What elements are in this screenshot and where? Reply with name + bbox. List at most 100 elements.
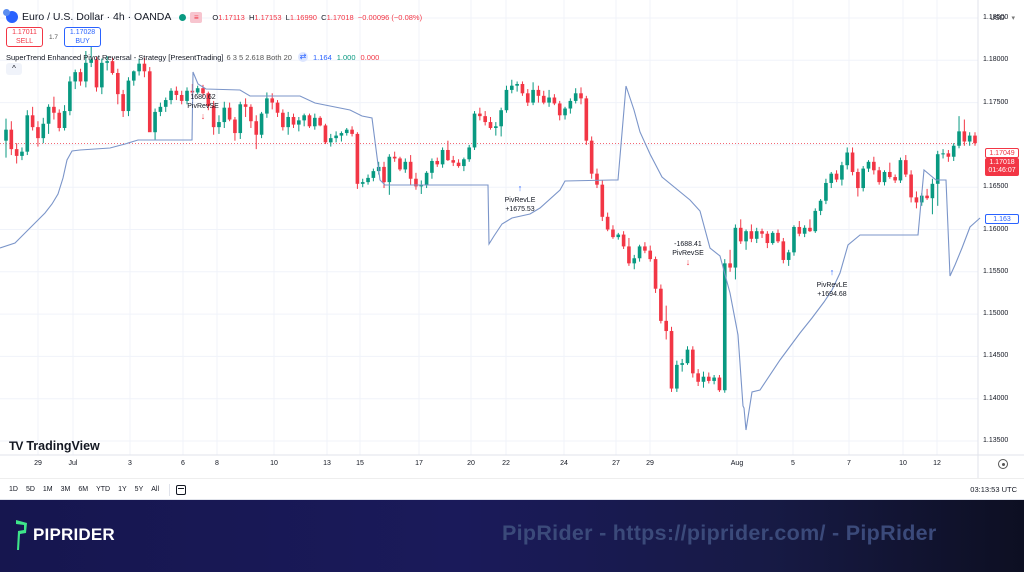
range-buttons: 1D 5D 1M 3M 6M YTD 1Y 5Y All — [9, 486, 167, 493]
range-button-6m[interactable]: 6M — [78, 486, 89, 493]
range-button-1m[interactable]: 1M — [42, 486, 53, 493]
candle — [494, 122, 498, 136]
collapse-legend-button[interactable]: ^ — [6, 63, 22, 75]
candle — [717, 375, 722, 392]
range-button-5d[interactable]: 5D — [25, 486, 35, 493]
candle — [307, 113, 312, 128]
indicator-legend[interactable]: SuperTrend Enhanced Pivot Reversal - Str… — [6, 52, 379, 62]
candle — [680, 358, 684, 372]
candle — [675, 360, 679, 392]
tradingview-logo[interactable]: TV TradingView — [9, 439, 100, 453]
candle — [52, 96, 56, 120]
candle — [414, 172, 418, 190]
candle — [472, 111, 477, 150]
candle — [302, 113, 306, 127]
candle — [691, 346, 695, 378]
candle — [728, 249, 732, 272]
price-axis-label: 1.16500 — [983, 183, 1009, 191]
candle — [254, 115, 259, 150]
current-price: 1.17018 — [989, 158, 1015, 166]
candle — [451, 155, 456, 167]
candle — [286, 111, 290, 135]
candle — [355, 132, 360, 189]
candle — [265, 92, 269, 118]
candle — [621, 231, 626, 249]
candle — [467, 144, 472, 162]
candle — [323, 123, 328, 145]
high-value: 1.17153 — [254, 12, 282, 22]
candle — [281, 109, 285, 131]
candle — [169, 88, 173, 105]
supertrend-value-label: 1.163 — [985, 214, 1019, 224]
chart-canvas[interactable] — [0, 0, 1024, 500]
candle — [738, 219, 743, 244]
currency-pair-icon — [3, 9, 18, 23]
strategy-report-icon[interactable]: ⇄ — [297, 52, 308, 62]
candle — [440, 147, 445, 168]
candle — [57, 109, 62, 132]
range-button-all[interactable]: All — [151, 486, 160, 493]
candle — [637, 244, 642, 262]
candle — [664, 305, 669, 340]
short-entry-arrow-icon: ↓ — [685, 257, 691, 267]
buy-price: 1.17028 — [69, 29, 96, 36]
candle — [914, 191, 919, 209]
candle — [786, 249, 791, 266]
candle — [589, 136, 594, 179]
sell-button[interactable]: 1.17011 SELL — [6, 27, 43, 47]
candle — [350, 126, 354, 137]
piprider-logo-text: PIPRIDER — [33, 525, 115, 544]
candle — [387, 154, 392, 195]
candle — [30, 106, 35, 131]
time-axis-label: 10 — [270, 460, 278, 467]
candle — [195, 85, 200, 95]
trade-buttons: 1.17011 SELL 1.7 1.17028 BUY — [6, 27, 102, 47]
range-button-3m[interactable]: 3M — [60, 486, 71, 493]
candle — [185, 87, 189, 105]
candle — [456, 159, 461, 168]
candle — [957, 116, 961, 149]
candle — [967, 132, 972, 146]
buy-button[interactable]: 1.17028 BUY — [64, 27, 102, 47]
candle — [206, 91, 211, 111]
ohlc-values: O1.17113 H1.17153 L1.16990 C1.17018 −0.0… — [212, 12, 423, 22]
clock[interactable]: 03:13:53 UTC — [970, 485, 1017, 494]
range-button-5y[interactable]: 5Y — [134, 486, 144, 493]
candle — [483, 111, 487, 126]
candle — [366, 174, 370, 185]
candle — [712, 375, 716, 385]
price-axis-label: 1.14000 — [983, 394, 1009, 402]
tradingview-name: TradingView — [26, 439, 100, 453]
candle — [733, 224, 738, 280]
candle — [776, 229, 780, 244]
piprider-logo[interactable]: PIPRIDER — [14, 519, 115, 551]
candle — [275, 100, 280, 117]
range-button-ytd[interactable]: YTD — [96, 486, 111, 493]
go-to-date-icon[interactable] — [176, 484, 187, 495]
candle — [147, 67, 152, 133]
market-status-badge[interactable]: ≡ — [190, 11, 203, 23]
price-axis-label: 1.18000 — [983, 56, 1009, 64]
candle — [9, 121, 14, 156]
bar-countdown: 01:46:07 — [988, 167, 1016, 174]
candle — [515, 81, 519, 92]
candle — [25, 110, 30, 156]
candle — [392, 151, 397, 162]
candle — [829, 171, 834, 189]
symbol-title[interactable]: Euro / U.S. Dollar · 4h · OANDA — [22, 11, 172, 23]
candle — [834, 170, 839, 183]
candle — [706, 372, 711, 384]
currency-select[interactable]: USD — [984, 11, 1018, 26]
candle — [398, 156, 402, 172]
current-price-label: 1.17018 01:46:07 — [985, 158, 1019, 176]
range-button-1d[interactable]: 1D — [9, 486, 18, 493]
candle — [696, 369, 700, 387]
axis-settings-icon[interactable] — [998, 459, 1008, 469]
range-button-1y[interactable]: 1Y — [118, 486, 127, 493]
candle — [227, 102, 232, 122]
candle — [462, 157, 466, 172]
price-axis-label: 1.14500 — [983, 352, 1009, 360]
candle — [903, 155, 908, 178]
indicator-value-supertrend: 1.164 — [312, 52, 332, 62]
indicator-name[interactable]: SuperTrend Enhanced Pivot Reversal - Str… — [6, 52, 224, 62]
